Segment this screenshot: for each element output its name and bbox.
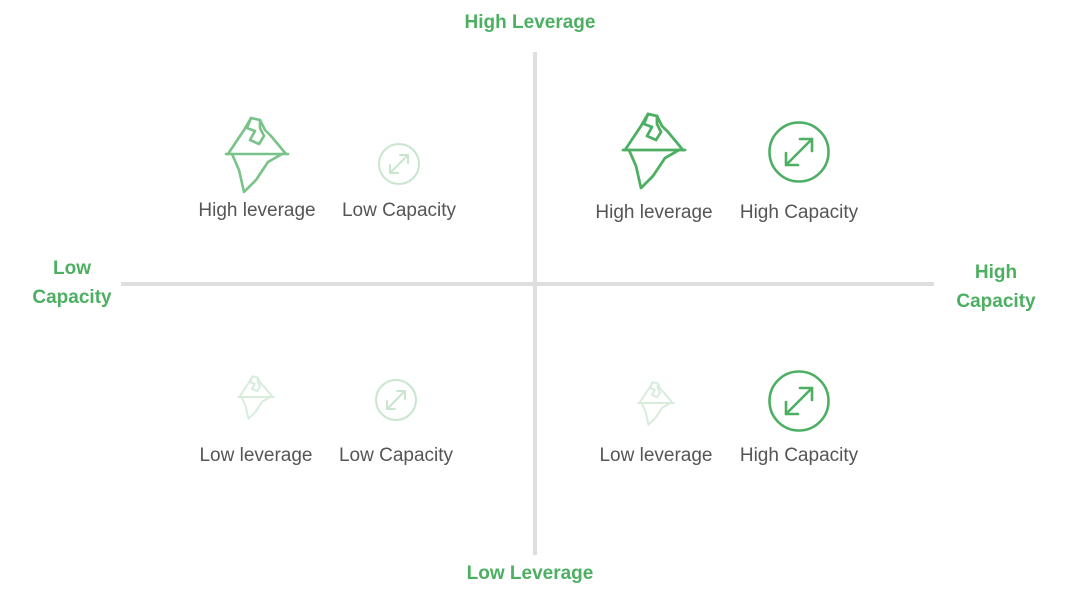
axis-label-left-line-1: Low: [53, 258, 91, 279]
iceberg-icon: [637, 381, 675, 426]
axis-label-left-line-2: Capacity: [32, 287, 112, 308]
caption-leverage: Low leverage: [199, 445, 313, 466]
caption-capacity: Low Capacity: [338, 445, 454, 466]
iceberg-icon: [237, 375, 275, 420]
caption-capacity: High Capacity: [739, 445, 859, 466]
iceberg-icon: [621, 112, 687, 190]
iceberg-icon: [224, 116, 290, 194]
expand-arrows-icon: [378, 143, 420, 185]
axis-label-right: High Capacity: [935, 258, 1057, 316]
caption-capacity: High Capacity: [739, 202, 859, 223]
expand-arrows-icon: [375, 379, 417, 421]
caption-capacity: Low Capacity: [341, 200, 457, 221]
axis-label-top: High Leverage: [464, 12, 596, 33]
horizontal-axis-line: [121, 282, 934, 286]
axis-label-left: Low Capacity: [8, 254, 136, 312]
caption-leverage: High leverage: [595, 202, 713, 223]
caption-leverage: High leverage: [198, 200, 316, 221]
vertical-axis-line: [533, 52, 537, 555]
expand-arrows-icon: [768, 370, 830, 432]
expand-arrows-icon: [768, 121, 830, 183]
caption-leverage: Low leverage: [599, 445, 713, 466]
axis-label-bottom: Low Leverage: [466, 563, 594, 584]
axis-label-right-line-2: Capacity: [956, 291, 1036, 312]
axis-label-right-line-1: High: [974, 262, 1018, 283]
